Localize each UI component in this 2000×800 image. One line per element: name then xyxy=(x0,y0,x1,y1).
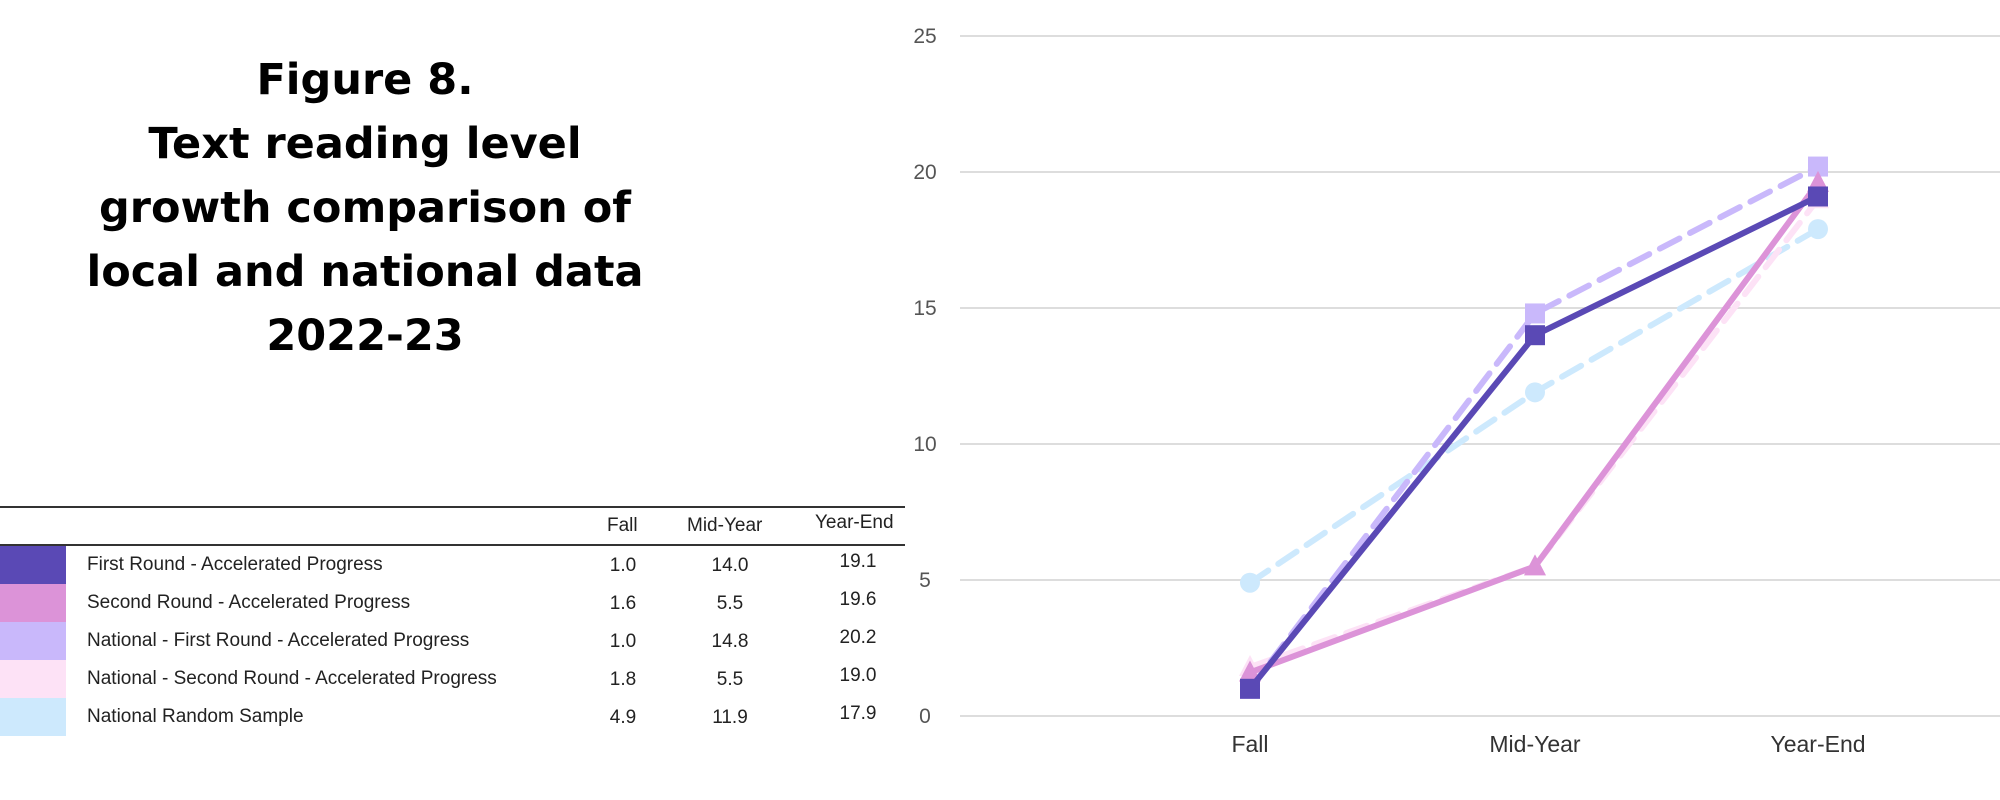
title-line: Figure 8. xyxy=(256,55,474,105)
data-point xyxy=(1808,219,1828,240)
y-tick-label: 0 xyxy=(919,705,931,728)
series-lines xyxy=(1239,156,1829,699)
table-cell: 5.5 xyxy=(716,669,744,690)
data-point xyxy=(1525,325,1545,346)
line-chart: 0 5 10 15 20 25 Fall Mid-Year Year-End xyxy=(913,25,2000,757)
legend-swatch xyxy=(0,698,66,736)
column-header-year-end: Year-End xyxy=(815,512,894,533)
title-line: local and national data xyxy=(86,247,644,297)
table-cell: 19.1 xyxy=(839,551,877,572)
row-label: First Round - Accelerated Progress xyxy=(87,554,383,575)
series xyxy=(1240,219,1828,593)
table-header-rule xyxy=(0,544,905,546)
row-label: National Random Sample xyxy=(87,706,304,727)
legend-swatch xyxy=(0,546,66,584)
y-tick-label: 20 xyxy=(913,161,936,184)
series xyxy=(1239,170,1829,682)
series-line xyxy=(1247,179,1821,676)
data-point xyxy=(1524,554,1546,576)
column-header-mid-year: Mid-Year xyxy=(687,515,763,536)
gridlines xyxy=(960,35,2000,717)
legend-swatch xyxy=(0,622,66,660)
data-point xyxy=(1240,678,1260,699)
data-point xyxy=(1808,186,1828,207)
data-point xyxy=(1240,572,1260,593)
title-line: Text reading level xyxy=(148,119,582,169)
y-tick-label: 15 xyxy=(913,297,936,320)
row-label: National - First Round - Accelerated Pro… xyxy=(87,630,470,651)
table-cell: 5.5 xyxy=(716,593,744,614)
title-line: growth comparison of xyxy=(99,183,631,233)
series-line xyxy=(1247,226,1821,586)
legend-swatch xyxy=(0,584,66,622)
x-tick-label: Year-End xyxy=(1770,731,1865,757)
y-tick-label: 10 xyxy=(913,433,936,456)
y-tick-label: 25 xyxy=(913,25,936,48)
series-line xyxy=(1247,196,1821,671)
y-axis-tick-labels: 0 5 10 15 20 25 xyxy=(913,25,936,728)
data-point xyxy=(1808,156,1828,177)
table-cell: 1.6 xyxy=(609,593,637,614)
table-cell: 19.0 xyxy=(839,665,877,686)
series-line xyxy=(1247,193,1821,692)
series xyxy=(1240,186,1828,699)
table-cell: 14.8 xyxy=(711,631,749,652)
table-cell: 17.9 xyxy=(839,703,877,724)
y-tick-label: 5 xyxy=(919,569,931,592)
legend-swatch xyxy=(0,660,66,698)
table-cell: 11.9 xyxy=(712,707,748,728)
table-cell: 1.0 xyxy=(609,631,637,652)
series-line xyxy=(1247,163,1821,692)
series xyxy=(1239,187,1829,677)
table-cell: 20.2 xyxy=(839,627,877,648)
row-label: Second Round - Accelerated Progress xyxy=(87,592,411,613)
column-header-fall: Fall xyxy=(607,515,638,536)
data-point xyxy=(1239,660,1261,682)
table-cell: 1.0 xyxy=(609,555,637,576)
row-label: National - Second Round - Accelerated Pr… xyxy=(87,668,497,689)
table-cell: 14.0 xyxy=(711,555,749,576)
x-tick-label: Mid-Year xyxy=(1489,731,1581,757)
data-point xyxy=(1525,303,1545,324)
figure-title: Figure 8. Text reading level growth comp… xyxy=(40,48,690,368)
x-tick-label: Fall xyxy=(1231,731,1268,757)
table-top-rule xyxy=(0,506,905,508)
x-axis-tick-labels: Fall Mid-Year Year-End xyxy=(1231,731,1865,757)
table-cell: 19.6 xyxy=(839,589,877,610)
data-point xyxy=(1525,382,1545,403)
table-cell: 1.8 xyxy=(609,669,637,690)
title-line: 2022-23 xyxy=(266,311,464,361)
table-cell: 4.9 xyxy=(609,707,637,728)
